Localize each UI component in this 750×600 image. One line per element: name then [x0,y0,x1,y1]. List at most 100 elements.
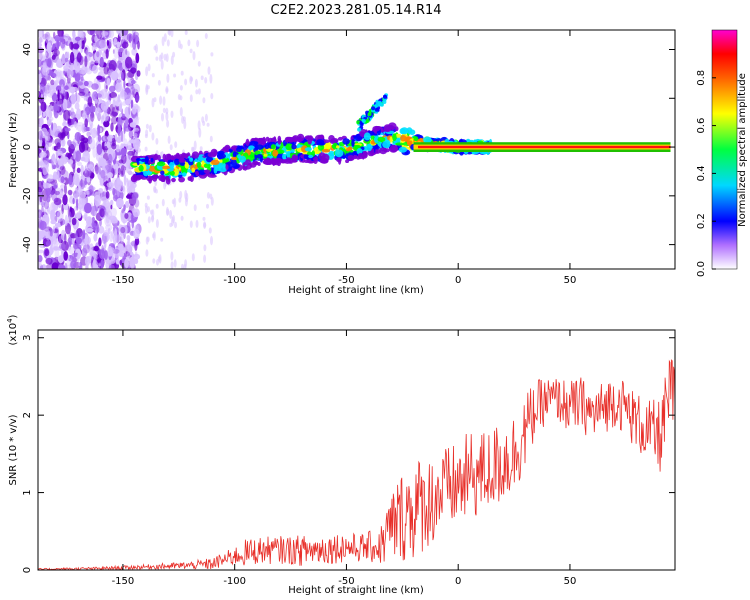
bottom-y-axis-label: SNR (10 * v/v) [8,414,19,485]
spectrogram-noise-blob [84,106,91,116]
spectrogram-noise-blob [112,49,115,54]
spectrogram-noise-blob [64,85,69,91]
spectrogram-noise-blob [115,144,121,153]
spectrogram-ridge-blob [288,160,293,164]
spectrogram-faint-blob [170,55,174,65]
spectrogram-noise-blob [75,231,78,242]
scale-factor-exp: 4 [6,318,14,323]
spectrogram-faint-blob [192,51,196,61]
spectrogram-ridge-blob [272,159,276,167]
spectrogram-faint-blob [197,88,201,95]
spectrogram-ridge-blob [149,154,158,160]
spectrogram-noise-blob [84,55,88,68]
spectrogram-noise-blob [92,222,97,232]
spectrogram-faint-blob [151,73,155,78]
spectrogram-noise-blob [96,51,100,58]
spectrogram-noise-blob [38,30,44,38]
spectrogram-ridge-blob [179,161,186,166]
spectrogram-noise-blob [112,96,120,103]
spectrogram-noise-blob [123,166,126,179]
spectrogram-noise-blob [94,166,101,174]
spectrogram-noise-blob [64,127,71,132]
spectrogram-noise-blob [119,259,122,266]
spectrogram-noise-blob [97,124,101,136]
spectrogram-noise-blob [55,158,58,164]
spectrogram-noise-blob [99,56,104,68]
spectrogram-noise-blob [73,193,78,200]
bottom-x-tick-label: -100 [223,576,246,587]
spectrogram-noise-blob [61,53,66,65]
spectrogram-noise-blob [121,113,125,119]
spectrogram-faint-blob [193,204,197,212]
spectrogram-ridge-blob [153,173,159,180]
spectrogram-ridge-blob [402,129,408,133]
spectrogram-faint-blob [145,66,149,77]
spectrogram-faint-blob [173,73,177,78]
spectrogram-noise-blob [106,39,110,47]
spectrogram-noise-blob [82,110,87,116]
snr-series-line [38,359,675,570]
spectrogram-noise-blob [52,164,56,170]
spectrogram-faint-blob [181,115,185,124]
spectrogram-noise-blob [125,56,133,69]
spectrogram-faint-blob [153,45,157,51]
spectrogram-noise-blob [134,241,138,252]
top-x-tick-label: -100 [223,275,246,286]
spectrogram-faint-blob [160,237,164,242]
spectrogram-ridge-blob [196,161,202,169]
spectrogram-noise-blob [57,89,60,102]
spectrogram-branch-blob [382,100,387,104]
colorbar-tick-label: 0.4 [696,165,707,181]
spectrogram-faint-blob [160,59,164,70]
spectrogram-noise-blob [45,257,53,265]
spectrogram-faint-blob [202,216,206,221]
spectrogram-noise-blob [51,262,59,269]
spectrogram-noise-blob [73,150,76,160]
spectrogram-faint-blob [162,107,166,114]
spectrogram-noise-blob [59,243,66,250]
spectrogram-noise-blob [71,86,79,92]
spectrogram-ridge-blob [338,157,342,165]
spectrogram-ridge-blob [366,143,373,152]
spectrogram-ridge-blob [150,158,154,163]
spectrogram-noise-blob [121,35,124,44]
spectrogram-noise-blob [100,169,106,179]
spectrogram-faint-blob [166,208,170,216]
spectrogram-faint-blob [184,30,188,35]
spectrogram-noise-blob [78,91,86,97]
spectrogram-noise-blob [106,99,112,105]
spectrogram-noise-blob [76,253,80,263]
spectrogram-noise-blob [45,187,51,197]
spectrogram-ridge-blob [334,149,344,158]
spectrogram-noise-blob [87,30,95,36]
spectrogram-noise-blob [84,234,89,244]
spectrogram-noise-blob [133,130,140,139]
spectrogram-noise-blob [79,69,87,75]
spectrogram-ridge-blob [347,155,355,161]
spectrogram-noise-blob [117,167,121,176]
spectrogram-faint-blob [151,209,155,218]
spectrogram-noise-blob [83,190,91,195]
spectrogram-faint-blob [152,233,155,239]
spectrogram-noise-blob [42,228,51,239]
spectrogram-faint-blob [162,96,166,106]
spectrogram-noise-blob [109,111,118,118]
spectrogram-faint-blob [145,129,149,137]
spectrogram-ridge-blob [272,149,279,157]
spectrogram-ridge-blob [345,159,350,163]
spectrogram-ridge-blob [357,152,364,160]
spectrogram-noise-blob [132,39,137,50]
spectrogram-ridge-blob [423,136,432,144]
spectrogram-faint-blob [159,95,163,105]
spectrogram-ridge-blob [178,158,186,163]
spectrogram-ridge-blob [148,176,153,184]
spectrogram-faint-blob [187,39,191,47]
top-x-tick-label: -150 [112,275,135,286]
spectrogram-noise-blob [133,228,140,240]
spectrogram-noise-blob [108,251,114,257]
spectrogram-faint-blob [189,48,193,54]
spectrogram-faint-blob [145,123,149,130]
spectrogram-noise-blob [56,39,60,51]
spectrogram-noise-blob [83,125,89,133]
spectrogram-noise-blob [62,194,68,206]
